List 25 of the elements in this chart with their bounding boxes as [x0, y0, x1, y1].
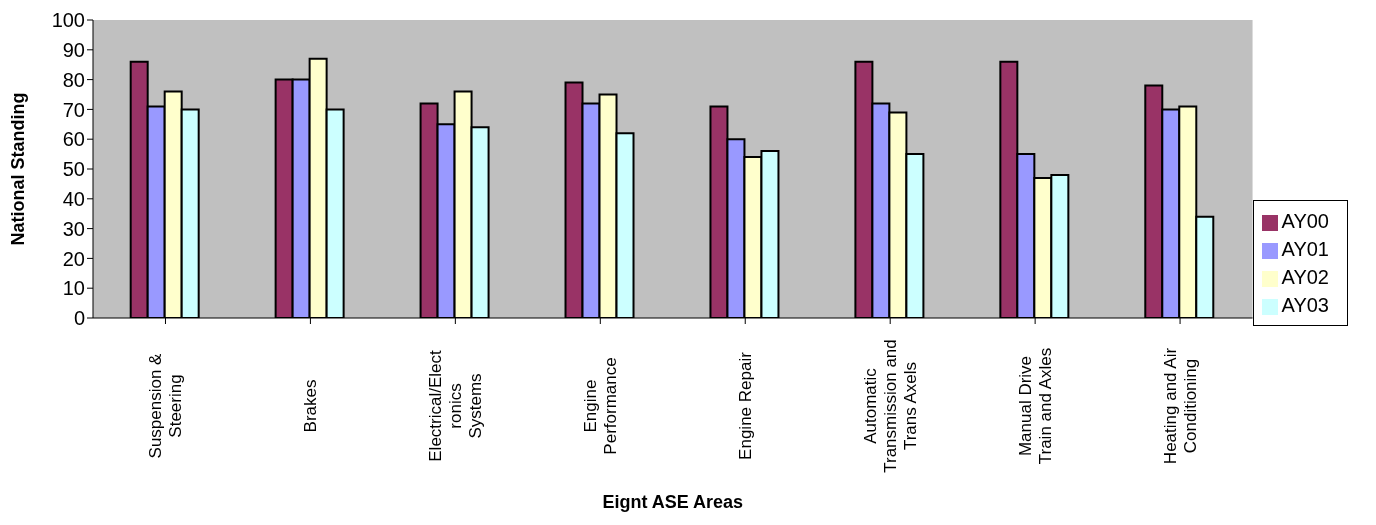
- x-tick-label: Suspension & Steering: [146, 352, 186, 459]
- y-tick-label: 20: [62, 247, 85, 270]
- x-tick-label: Heating and Air Conditioning: [1161, 347, 1201, 465]
- legend-label: AY02: [1281, 266, 1329, 288]
- x-axis-title: Eignt ASE Areas: [602, 492, 744, 512]
- y-axis-title: National Standing: [8, 92, 29, 246]
- legend-label: AY00: [1281, 210, 1329, 232]
- y-tick-label: 0: [73, 307, 85, 330]
- x-tick-label: Manual Drive Train and Axles: [1016, 347, 1056, 465]
- legend-label: AY01: [1281, 238, 1329, 260]
- y-tick-label: 10: [62, 277, 85, 300]
- y-tick-label: 40: [62, 187, 85, 210]
- y-tick-label: 50: [62, 158, 85, 181]
- x-tick-label: Automatic Transmission and Trans Axels: [861, 339, 921, 473]
- x-tick-label: Engine Repair: [736, 351, 756, 460]
- legend-label: AY03: [1281, 294, 1329, 316]
- x-tick-label: Electrical/Electronics Systems: [426, 349, 486, 462]
- y-tick-label: 70: [62, 98, 85, 121]
- y-tick-label: 30: [62, 217, 85, 240]
- x-tick-label: Engine Performance: [581, 357, 621, 455]
- y-tick-label: 100: [51, 9, 85, 32]
- y-tick-label: 90: [62, 38, 85, 61]
- y-tick-label: 80: [62, 68, 85, 91]
- y-tick-label: 60: [62, 128, 85, 151]
- x-tick-label: Brakes: [301, 379, 321, 433]
